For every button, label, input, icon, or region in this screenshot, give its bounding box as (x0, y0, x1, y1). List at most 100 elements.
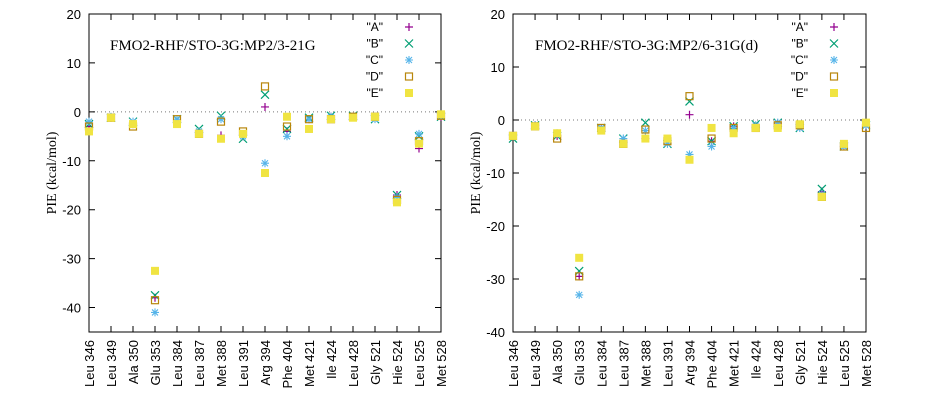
data-point (437, 110, 445, 119)
x-tick-label: Leu 525 (837, 340, 852, 387)
legend-label: "B" (366, 37, 383, 51)
data-point (773, 118, 782, 127)
x-tick-label: Leu 346 (506, 340, 521, 387)
data-point (575, 272, 584, 281)
x-tick-label: Met 528 (859, 340, 874, 387)
x-tick-label: Met 421 (302, 340, 317, 387)
data-point (217, 134, 225, 143)
x-tick-label: Leu 346 (82, 340, 97, 387)
data-point (817, 192, 826, 201)
y-tick-label: 20 (491, 7, 505, 22)
data-point (553, 129, 562, 138)
data-point (663, 134, 672, 143)
x-tick-label: Ala 350 (126, 340, 141, 384)
data-point (575, 253, 584, 262)
data-point (216, 117, 226, 126)
data-point (282, 124, 292, 134)
y-tick-label: -20 (486, 219, 505, 234)
x-tick-label: Met 388 (638, 340, 653, 387)
data-point (151, 266, 159, 275)
data-point (641, 125, 650, 134)
data-point (641, 126, 650, 135)
x-tick-label: Ile 424 (749, 340, 764, 379)
legend-marker (829, 72, 839, 81)
y-tick-label: 0 (498, 113, 505, 128)
y-axis-label: PIE (kcal/mol) (45, 131, 60, 214)
y-tick-label: 20 (67, 7, 81, 22)
data-point (415, 139, 423, 148)
data-point (239, 129, 247, 138)
data-point (173, 120, 181, 129)
x-tick-label: Hie 524 (815, 340, 830, 385)
data-point (151, 308, 159, 317)
legend-label: "D" (366, 70, 383, 84)
data-point (217, 115, 225, 124)
data-point (685, 150, 694, 159)
y-axis-label: PIE (kcal/mol) (469, 131, 484, 214)
y-tick-label: -10 (62, 154, 81, 169)
x-tick-label: Arg 394 (258, 340, 273, 386)
data-point (415, 129, 423, 138)
data-point (707, 134, 716, 143)
data-point (393, 193, 401, 202)
x-tick-label: Arg 394 (683, 340, 698, 386)
x-tick-label: Gly 521 (368, 340, 383, 385)
legend-label: "C" (791, 53, 808, 67)
data-point (107, 113, 115, 122)
data-point (685, 155, 694, 164)
x-tick-label: Glu 353 (148, 340, 163, 386)
x-tick-label: Ile 424 (324, 340, 339, 379)
data-point (862, 118, 870, 127)
data-point (795, 120, 804, 129)
data-point (619, 139, 628, 148)
data-point (85, 117, 93, 126)
data-point (729, 123, 738, 132)
legend-label: "A" (791, 20, 808, 34)
data-point (150, 290, 160, 300)
data-point (305, 115, 313, 124)
data-point (773, 123, 782, 132)
legend: "A" "B" "C" "D" "E" (791, 20, 839, 100)
x-tick-label: Met 528 (434, 340, 449, 387)
data-point (305, 124, 313, 133)
data-point (509, 131, 517, 140)
data-point (261, 159, 269, 168)
x-tick-label: Leu 349 (528, 340, 543, 387)
chart-title: FMO2-RHF/STO-3G:MP2/3-21G (110, 38, 316, 54)
data-point (640, 118, 650, 128)
y-tick-label: -40 (486, 325, 505, 340)
data-point (839, 139, 848, 148)
legend-marker (404, 39, 414, 48)
data-point (619, 134, 628, 143)
x-tick-label: Met 421 (727, 340, 742, 387)
x-tick-label: Glu 353 (572, 340, 587, 386)
legend-label: "D" (791, 70, 808, 84)
legend-marker (830, 23, 838, 31)
x-tick-label: Leu 428 (771, 340, 786, 387)
data-point (260, 82, 270, 91)
legend-marker (830, 89, 838, 97)
x-tick-label: Leu 525 (412, 340, 427, 387)
data-point (261, 102, 269, 111)
x-tick-label: Leu 391 (660, 340, 675, 387)
data-point (707, 142, 716, 151)
data-point (85, 127, 93, 136)
data-point (371, 112, 379, 121)
x-tick-label: Leu 349 (104, 340, 119, 387)
data-point (575, 272, 584, 281)
legend-marker (829, 39, 839, 48)
x-tick-label: Leu 428 (346, 340, 361, 387)
data-point (304, 115, 314, 124)
y-tick-label: -30 (62, 252, 81, 267)
x-tick-label: Leu 391 (236, 340, 251, 387)
series-e (85, 110, 445, 275)
x-tick-label: Leu 387 (616, 340, 631, 387)
legend-label: "B" (791, 37, 808, 51)
legend-marker (830, 56, 838, 64)
data-point (349, 113, 357, 122)
legend-marker (405, 23, 413, 31)
chart-panel-mp2-3-21g: PIE (kcal/mol) FMO2-RHF/STO-3G:MP2/3-21G… (45, 7, 449, 388)
series-e (509, 118, 870, 262)
data-point (393, 198, 401, 207)
